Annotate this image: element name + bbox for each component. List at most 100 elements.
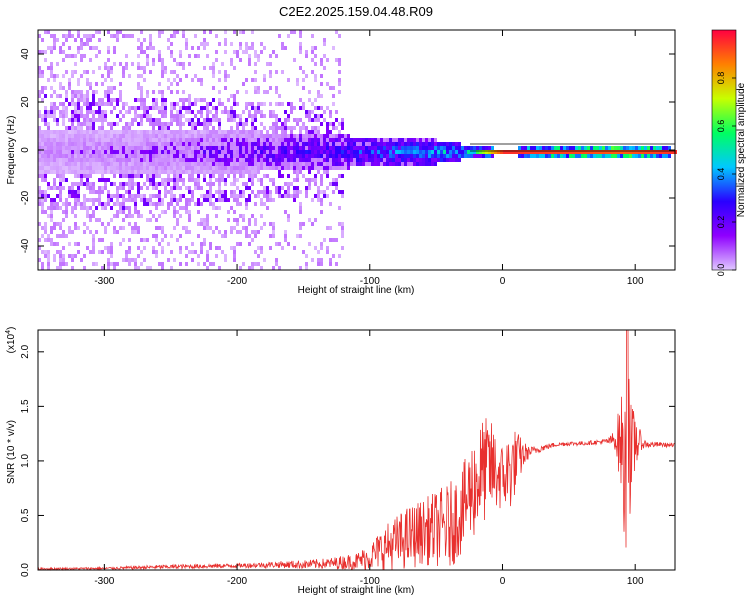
spectrogram-cell	[251, 142, 254, 146]
spectrogram-cell	[107, 222, 110, 226]
spectrogram-cell	[74, 174, 77, 178]
spectrogram-cell	[170, 50, 173, 54]
spectrogram-cell	[71, 102, 74, 106]
spectrogram-cell	[260, 198, 263, 202]
spectrogram-cell	[158, 50, 161, 54]
spectrogram-cell	[68, 34, 71, 38]
spectrogram-cell	[326, 82, 329, 86]
spectrogram-cell	[413, 138, 416, 142]
spectrogram-cell	[218, 162, 221, 166]
spectrogram-cell	[287, 138, 290, 142]
spectrogram-cell	[302, 174, 305, 178]
spectrogram-cell	[389, 158, 392, 162]
spectrogram-cell	[338, 130, 341, 134]
spectrogram-cell	[320, 162, 323, 166]
spectrogram-cell	[296, 122, 299, 126]
spectrogram-cell	[248, 170, 251, 174]
spectrogram-cell	[101, 266, 104, 270]
spectrogram-cell	[314, 134, 317, 138]
spectrogram-cell	[188, 154, 191, 158]
spectrogram-cell	[137, 138, 140, 142]
spectrogram-cell	[137, 62, 140, 66]
spectrogram-cell	[563, 154, 566, 158]
spectrogram-cell	[302, 138, 305, 142]
spectrogram-cell	[341, 150, 344, 154]
spectrogram-cell	[128, 182, 131, 186]
spectrogram-cell	[92, 170, 95, 174]
spectrogram-cell	[206, 214, 209, 218]
spectrogram-cell	[449, 146, 452, 150]
spectrogram-cell	[257, 134, 260, 138]
spectrogram-cell	[155, 134, 158, 138]
spectrogram-cell	[443, 158, 446, 162]
spectrogram-cell	[140, 154, 143, 158]
spectrogram-cell	[530, 154, 533, 158]
spectrogram-cell	[269, 162, 272, 166]
spectrogram-cell	[116, 230, 119, 234]
spectrogram-cell	[164, 102, 167, 106]
spectrogram-cell	[236, 202, 239, 206]
spectrogram-cell	[125, 66, 128, 70]
spectrogram-cell	[167, 86, 170, 90]
spectrogram-cell	[422, 158, 425, 162]
spectrogram-cell	[113, 146, 116, 150]
spectrogram-cell	[428, 158, 431, 162]
spectrogram-cell	[206, 250, 209, 254]
spectrogram-cell	[62, 106, 65, 110]
spectrogram-cell	[53, 114, 56, 118]
spectrogram-cell	[140, 166, 143, 170]
spectrogram-cell	[254, 146, 257, 150]
spectrogram-cell	[203, 162, 206, 166]
spectrogram-cell	[605, 146, 608, 150]
spectrogram-cell	[74, 126, 77, 130]
spectrogram-cell	[44, 30, 47, 34]
spectrogram-cell	[284, 154, 287, 158]
spectrogram-cell	[308, 162, 311, 166]
spectrogram-cell	[113, 98, 116, 102]
spectrogram-cell	[161, 246, 164, 250]
spectrogram-cell	[188, 178, 191, 182]
spectrogram-cell	[89, 46, 92, 50]
spectrogram-cell	[173, 154, 176, 158]
spectrogram-cell	[158, 106, 161, 110]
spectrogram-cell	[296, 134, 299, 138]
spectrogram-cell	[296, 190, 299, 194]
spectrogram-cell	[299, 106, 302, 110]
spectrogram-cell	[98, 50, 101, 54]
spectrogram-cell	[311, 70, 314, 74]
spectrogram-cell	[62, 166, 65, 170]
spectrogram-cell	[275, 86, 278, 90]
spectrogram-cell	[116, 146, 119, 150]
spectrogram-cell	[212, 182, 215, 186]
spectrogram-cell	[398, 138, 401, 142]
spectrogram-cell	[188, 230, 191, 234]
spectrogram-cell	[200, 106, 203, 110]
spectrogram-cell	[608, 154, 611, 158]
spectrogram-cell	[320, 182, 323, 186]
spectrogram-cell	[110, 90, 113, 94]
spectrogram-cell	[221, 190, 224, 194]
spectrogram-cell	[272, 182, 275, 186]
spectrogram-cell	[332, 182, 335, 186]
spectrogram-cell	[101, 178, 104, 182]
spectrogram-cell	[185, 158, 188, 162]
spectrogram-cell	[101, 170, 104, 174]
spectrogram-cell	[209, 182, 212, 186]
spectrogram-cell	[284, 182, 287, 186]
spectrogram-cell	[503, 150, 506, 154]
spectrogram-cell	[650, 150, 653, 154]
spectrogram-cell	[53, 226, 56, 230]
spectrogram-cell	[203, 98, 206, 102]
spectrogram-cell	[326, 250, 329, 254]
spectrogram-cell	[359, 154, 362, 158]
spectrogram-cell	[212, 206, 215, 210]
spectrogram-cell	[110, 142, 113, 146]
spectrogram-cell	[425, 138, 428, 142]
spectrogram-cell	[269, 110, 272, 114]
colorbar-tick-label: 0.0	[716, 264, 726, 277]
spectrogram-cell	[638, 154, 641, 158]
spectrogram-cell	[203, 170, 206, 174]
spectrogram-cell	[314, 154, 317, 158]
spectrogram-cell	[71, 170, 74, 174]
spectrogram-cell	[113, 194, 116, 198]
